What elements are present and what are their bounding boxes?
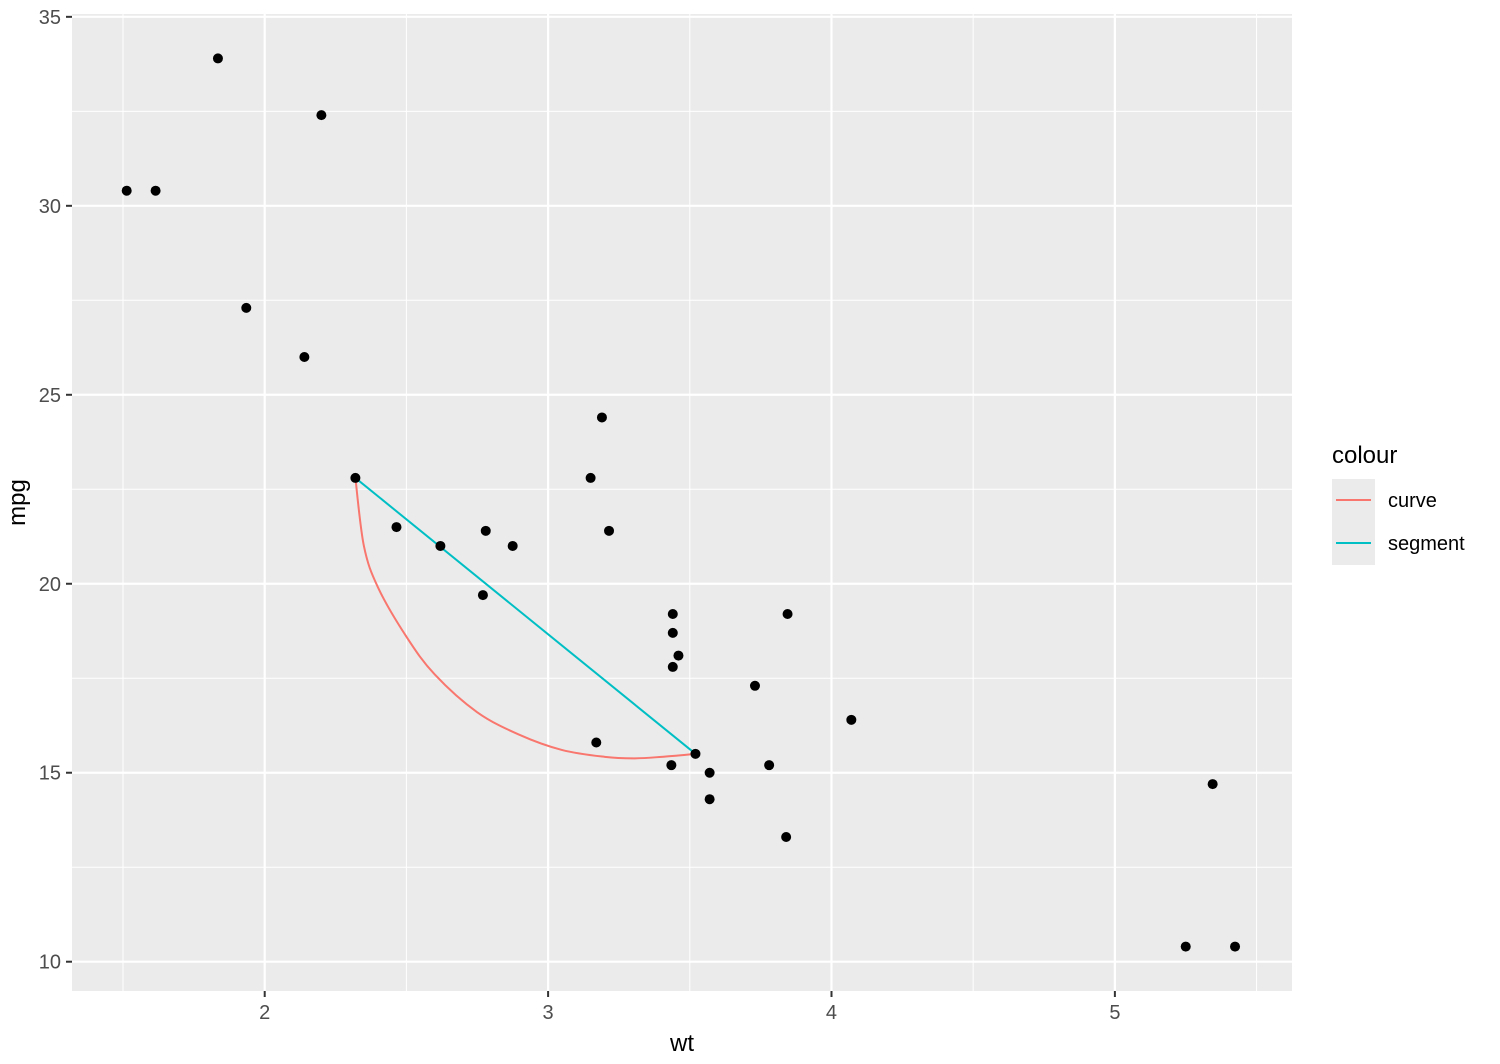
legend-label: curve: [1388, 490, 1437, 512]
data-point: [690, 748, 701, 759]
data-point: [604, 525, 615, 536]
data-point: [241, 302, 252, 313]
series-lines: [354, 477, 697, 760]
x-tick-label: 3: [543, 1002, 554, 1024]
data-point: [764, 760, 775, 771]
legend-label: segment: [1388, 533, 1465, 555]
y-tick-label: 20: [39, 574, 61, 596]
x-tick-label: 4: [826, 1002, 837, 1024]
data-points: [121, 53, 1241, 952]
data-point: [781, 831, 792, 842]
x-axis-tick-labels: 2 3 4 5: [259, 1002, 1120, 1024]
data-point: [667, 627, 678, 638]
data-point: [596, 412, 607, 423]
data-point: [585, 472, 596, 483]
data-point: [704, 794, 715, 805]
data-point: [591, 737, 602, 748]
x-axis-title: wt: [669, 1030, 694, 1057]
data-point: [150, 185, 161, 196]
data-point: [350, 472, 361, 483]
legend-title: colour: [1332, 442, 1397, 469]
y-tick-label: 10: [39, 952, 61, 974]
data-point: [212, 53, 223, 64]
y-tick-label: 30: [39, 196, 61, 218]
axis-ticks: [66, 15, 1116, 997]
minor-gridlines: [72, 14, 1292, 991]
data-point: [316, 110, 327, 121]
series-line-segment: [354, 477, 697, 755]
series-line-curve: [354, 477, 696, 760]
y-tick-label: 15: [39, 763, 61, 785]
plot-panel: [72, 14, 1292, 991]
y-axis-tick-labels: 10 15 20 25 30 35: [39, 7, 61, 974]
data-point: [299, 351, 310, 362]
y-axis-title: mpg: [4, 479, 31, 526]
y-tick-label: 25: [39, 385, 61, 407]
major-gridlines: [72, 14, 1292, 991]
data-point: [1180, 941, 1191, 952]
legend-entries: curve segment: [1332, 479, 1465, 565]
data-point: [1230, 941, 1241, 952]
data-point: [667, 608, 678, 619]
x-tick-label: 2: [259, 1002, 270, 1024]
y-tick-label: 35: [39, 7, 61, 29]
data-point: [782, 608, 793, 619]
data-point: [846, 714, 857, 725]
legend: colour curve segment: [1332, 442, 1465, 565]
data-point: [480, 525, 491, 536]
data-point: [121, 185, 132, 196]
data-point: [704, 767, 715, 778]
data-point: [666, 760, 677, 771]
data-point: [507, 540, 518, 551]
data-point: [477, 590, 488, 601]
data-point: [1207, 779, 1218, 790]
x-tick-label: 5: [1109, 1002, 1120, 1024]
data-point: [667, 661, 678, 672]
data-point: [435, 540, 446, 551]
data-point: [749, 680, 760, 691]
data-point: [673, 650, 684, 661]
data-point: [391, 522, 402, 533]
